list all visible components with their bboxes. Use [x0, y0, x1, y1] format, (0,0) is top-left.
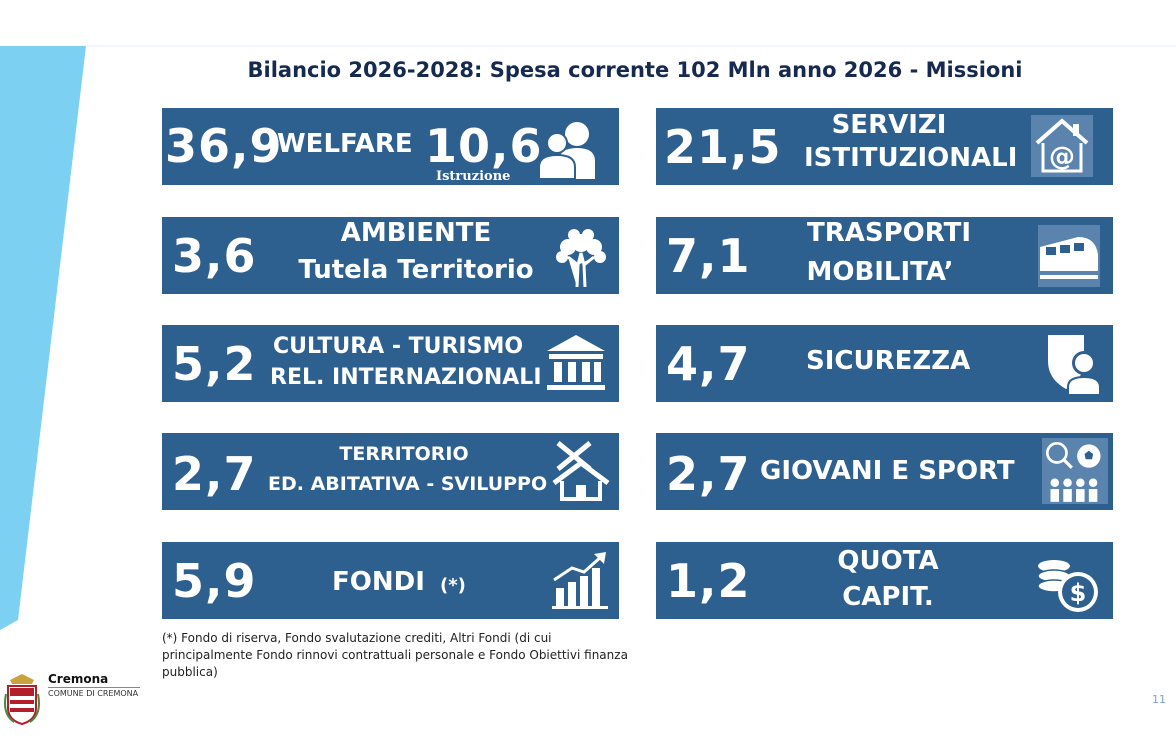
mission-label-note: (*) — [440, 575, 466, 596]
mission-label-line1: QUOTA — [837, 546, 939, 576]
mission-box-cultura: 5,2 CULTURA - TURISMO REL. INTERNAZIONAL… — [162, 325, 619, 402]
mission-box-servizi-istituzionali: 21,5 SERVIZI ISTITUZIONALI @ — [656, 108, 1113, 185]
mission-box-territorio: 2,7 TERRITORIO ED. ABITATIVA - SVILUPPO — [162, 433, 619, 510]
page-title: Bilancio 2026-2028: Spesa corrente 102 M… — [247, 58, 1023, 82]
comune-logo: Cremona COMUNE DI CREMONA — [4, 672, 144, 728]
mission-label-line1: AMBIENTE — [340, 218, 492, 248]
mission-label-line1: CULTURA - TURISMO — [272, 334, 524, 359]
mission-label: WELFARE — [277, 129, 413, 159]
coat-of-arms-icon — [4, 674, 40, 726]
mission-label-line2: MOBILITA’ — [806, 257, 954, 287]
svg-text:$: $ — [1070, 579, 1087, 607]
mission-box-welfare: 36,9 WELFARE 10,6 Istruzione — [162, 108, 619, 185]
mission-label-line2: Tutela Territorio — [298, 255, 534, 285]
mission-label-line2: REL. INTERNAZIONALI — [270, 365, 542, 390]
mission-value: 2,7 — [666, 447, 751, 501]
svg-text:@: @ — [1049, 142, 1075, 172]
mission-value: 5,2 — [172, 337, 257, 391]
mission-label-line2: ISTITUZIONALI — [804, 143, 1018, 173]
mission-secondary-value: 10,6 — [425, 119, 543, 173]
mission-label-line1: TRASPORTI — [806, 218, 972, 248]
mission-value: 36,9 — [165, 119, 283, 173]
mission-sublabel: Istruzione — [436, 169, 511, 184]
train-icon — [1038, 225, 1100, 287]
mission-label: SICUREZZA — [806, 346, 971, 376]
mission-label: FONDI — [332, 567, 425, 597]
people-icon — [538, 122, 595, 179]
growth-chart-icon — [552, 552, 608, 609]
mission-value: 1,2 — [666, 554, 751, 608]
mission-box-quota-capitale: 1,2 QUOTA CAPIT. $ — [656, 542, 1113, 619]
mission-value: 4,7 — [666, 337, 751, 391]
mission-label-line1: SERVIZI — [831, 110, 947, 140]
logo-subtitle: COMUNE DI CREMONA — [48, 689, 139, 698]
at-house-icon: @ — [1031, 115, 1093, 177]
mission-value: 21,5 — [664, 120, 782, 174]
page-number: 11 — [1152, 693, 1166, 706]
logo-name: Cremona — [48, 672, 109, 686]
mission-box-ambiente: 3,6 AMBIENTE Tutela Territorio — [162, 217, 619, 294]
mission-value: 3,6 — [172, 229, 257, 283]
mission-label: GIOVANI E SPORT — [760, 456, 1015, 486]
mission-label-line1: TERRITORIO — [339, 443, 469, 465]
mission-value: 7,1 — [666, 229, 751, 283]
institution-icon — [547, 335, 605, 390]
shield-person-icon — [1048, 335, 1101, 395]
mission-box-giovani-sport: 2,7 GIOVANI E SPORT — [656, 433, 1113, 510]
mission-box-fondi: 5,9 FONDI (*) — [162, 542, 619, 619]
mission-label-line2: CAPIT. — [842, 582, 934, 612]
mission-value: 5,9 — [172, 554, 257, 608]
mission-label-line2: ED. ABITATIVA - SVILUPPO — [268, 473, 548, 495]
tree-icon — [556, 229, 606, 287]
coins-icon: $ — [1037, 560, 1098, 612]
mission-value: 2,7 — [172, 447, 257, 501]
mission-box-sicurezza: 4,7 SICUREZZA — [656, 325, 1113, 402]
house-tools-icon — [552, 441, 610, 501]
footnote: (*) Fondo di riserva, Fondo svalutazione… — [162, 631, 628, 679]
mission-box-trasporti: 7,1 TRASPORTI MOBILITA’ — [656, 217, 1113, 294]
sport-icon — [1042, 438, 1108, 504]
